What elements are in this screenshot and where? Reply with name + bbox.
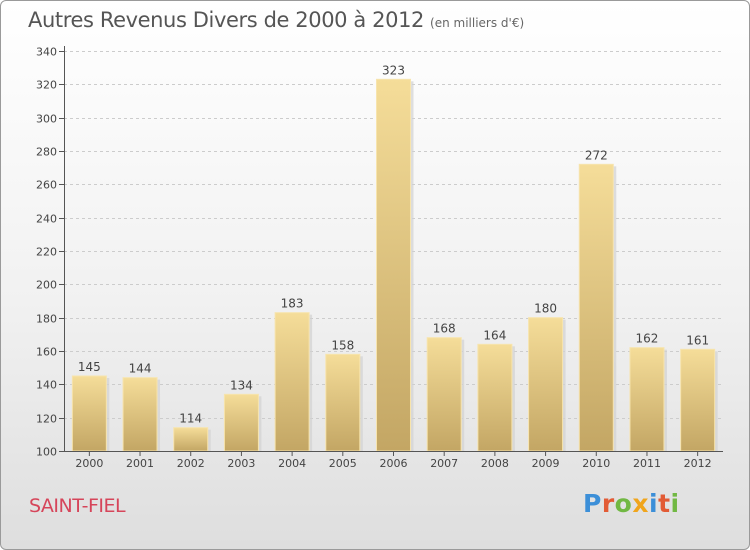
logo-letter: i <box>670 489 680 518</box>
bar <box>578 163 614 452</box>
logo-letter: r <box>601 489 615 518</box>
bar <box>122 377 158 452</box>
y-tick-label: 140 <box>36 379 57 392</box>
data-label: 323 <box>382 63 405 77</box>
y-tick-label: 340 <box>36 46 57 59</box>
y-tick-label: 180 <box>36 313 57 326</box>
bar <box>376 78 411 452</box>
logo-letter: o <box>614 489 633 518</box>
data-label: 183 <box>281 297 304 311</box>
y-tick-label: 260 <box>36 179 57 192</box>
data-label: 164 <box>483 328 506 342</box>
x-tick-label: 2000 <box>75 457 103 470</box>
axes <box>59 46 723 456</box>
data-label: 180 <box>534 302 557 316</box>
x-tick-label: 2011 <box>633 457 661 470</box>
x-tick-label: 2008 <box>481 457 509 470</box>
bar <box>528 317 564 452</box>
x-tick-label: 2007 <box>430 457 458 470</box>
bar <box>274 312 310 452</box>
location-name: SAINT-FIEL <box>29 495 126 517</box>
logo-letter: x <box>632 489 649 518</box>
y-tick-label: 280 <box>36 146 57 159</box>
bar <box>426 337 462 452</box>
bars <box>71 78 718 452</box>
x-tick-label: 2009 <box>532 457 560 470</box>
x-tick-label: 2005 <box>329 457 357 470</box>
chart-subtitle: (en milliers d'€) <box>430 16 525 30</box>
labels: 100 120 140 160 180 200 220 240 260 280 300 320 340 1… <box>36 46 712 471</box>
data-label: 272 <box>585 148 608 162</box>
y-tick-label: 200 <box>36 279 57 292</box>
data-label: 162 <box>636 332 659 346</box>
chart-title: Autres Revenus Divers de 2000 à 2012 <box>28 8 425 32</box>
y-tick-label: 240 <box>36 213 57 226</box>
x-tick-label: 2010 <box>582 457 610 470</box>
x-tick-label: 2002 <box>177 457 205 470</box>
y-tick-label: 100 <box>36 446 57 459</box>
data-label: 144 <box>129 362 152 376</box>
bar <box>680 348 716 452</box>
logo-letter: t <box>658 489 671 518</box>
logo-letter: P <box>583 489 602 518</box>
bar <box>223 393 259 452</box>
data-label: 158 <box>331 338 354 352</box>
data-label: 168 <box>433 322 456 336</box>
bar <box>325 353 361 452</box>
x-tick-label: 2006 <box>380 457 408 470</box>
chart-title-block: Autres Revenus Divers de 2000 à 2012 (en … <box>28 8 524 32</box>
logo-letter: i <box>649 489 659 518</box>
data-label: 161 <box>686 333 709 347</box>
x-tick-label: 2001 <box>126 457 154 470</box>
bar <box>477 343 513 452</box>
y-tick-label: 320 <box>36 79 57 92</box>
y-tick-label: 120 <box>36 413 57 426</box>
x-tick-label: 2004 <box>278 457 306 470</box>
y-tick-label: 160 <box>36 346 57 359</box>
bar <box>71 375 107 452</box>
x-tick-label: 2003 <box>227 457 255 470</box>
bar <box>629 347 665 452</box>
data-label: 114 <box>179 412 202 426</box>
proxiti-logo: Proxiti <box>583 489 680 518</box>
y-tick-label: 300 <box>36 113 57 126</box>
bar <box>173 427 209 452</box>
x-tick-label: 2012 <box>684 457 712 470</box>
data-label: 134 <box>230 378 253 392</box>
y-tick-label: 220 <box>36 246 57 259</box>
data-label: 145 <box>78 360 101 374</box>
